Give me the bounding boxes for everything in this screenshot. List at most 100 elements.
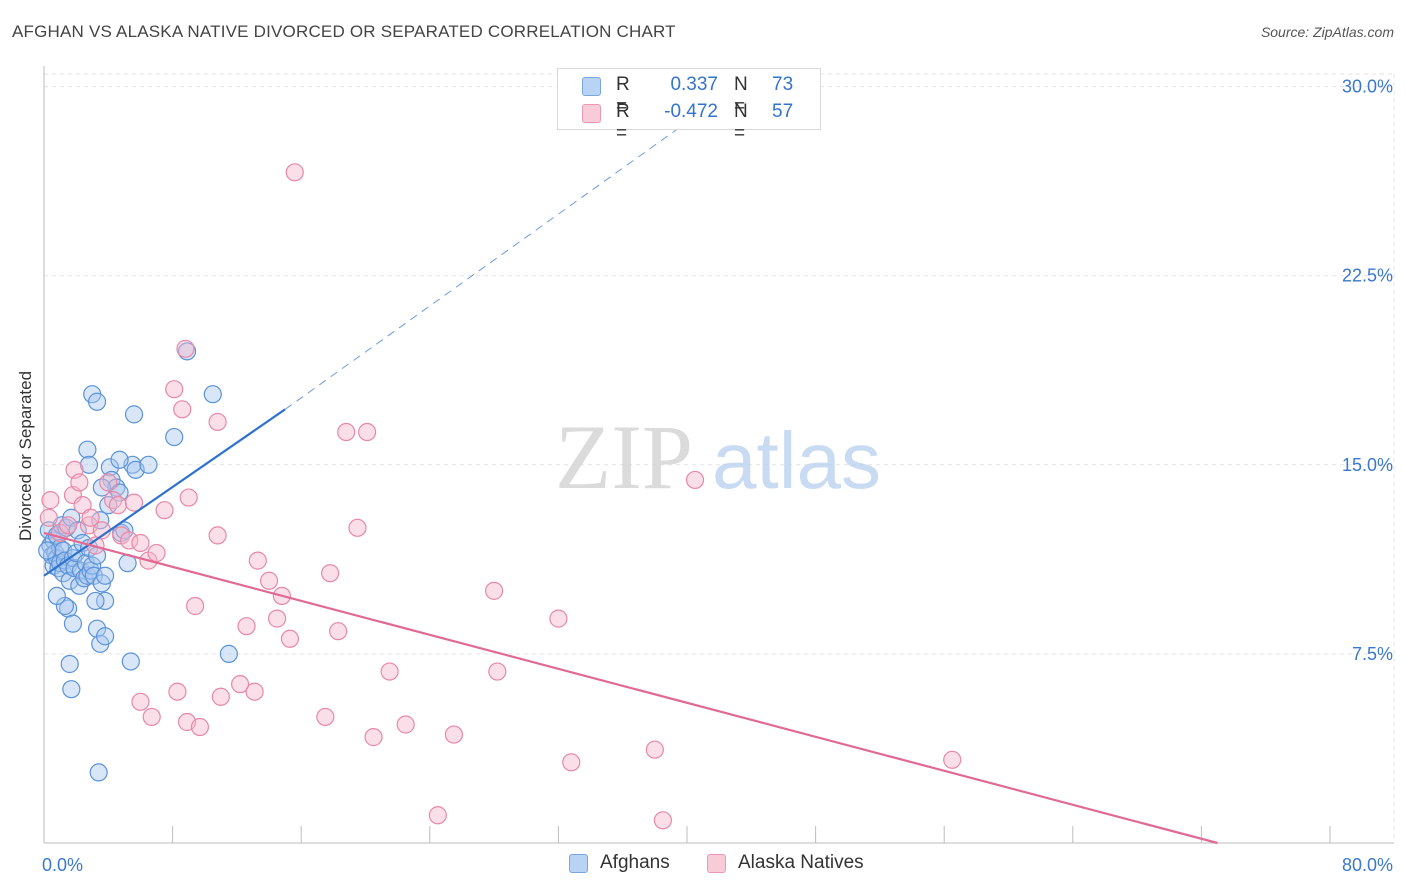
afghan-point: [38, 541, 57, 560]
alaska-native-point: [131, 533, 150, 553]
afghan-point: [63, 614, 83, 633]
alaska-native-point: [653, 811, 672, 830]
alaska-natives-trend-line: [43, 531, 1218, 845]
alaska-native-point: [396, 715, 415, 734]
afghan-point: [78, 566, 97, 585]
watermark-atlas: atlas: [712, 416, 881, 505]
alaska-native-point: [358, 422, 377, 442]
alaska-natives-swatch-icon: [582, 104, 601, 123]
alaska-native-point: [549, 609, 568, 628]
trend-layer: [43, 98, 1218, 845]
afghan-point: [203, 385, 222, 404]
alaska-native-point: [168, 682, 187, 701]
alaska-native-point: [108, 496, 128, 515]
x-tick-label-max: 80.0%: [1342, 855, 1393, 875]
afghans-trend-line: [43, 408, 286, 577]
alaska-native-point: [70, 473, 89, 492]
afghan-point: [47, 586, 66, 606]
afghan-point: [115, 521, 134, 540]
alaska-native-point: [124, 493, 144, 512]
alaska-native-point: [190, 717, 210, 737]
y-tick-label: 15.0%: [1342, 455, 1393, 475]
alaska-native-point: [81, 508, 100, 527]
tick-label-layer: 7.5% 15.0% 22.5% 30.0% 0.0% 80.0%: [42, 77, 1393, 875]
alaska-native-point: [280, 629, 300, 648]
afghans-trend-extension: [284, 98, 720, 410]
alaska-native-point: [155, 501, 174, 520]
alaska-native-point: [267, 609, 287, 628]
afghan-point: [79, 455, 99, 474]
afghan-point: [78, 440, 97, 459]
alaska-native-point: [248, 551, 267, 570]
afghans-legend-swatch-icon: [569, 854, 588, 873]
points-layer: [38, 163, 962, 830]
alaska-native-point: [645, 740, 664, 759]
alaska-native-point: [685, 470, 705, 490]
legend-r-label: R =: [616, 74, 630, 117]
x-tick-label-min: 0.0%: [42, 855, 83, 875]
alaska-native-point: [208, 412, 227, 432]
afghan-point: [95, 566, 115, 585]
alaska-native-point: [104, 491, 123, 510]
alaska-native-point: [245, 682, 264, 701]
afghan-point: [99, 496, 118, 515]
alaska-native-point: [364, 728, 383, 747]
alaska-native-point: [428, 806, 447, 825]
y-tick-label: 7.5%: [1352, 644, 1393, 664]
afghan-point: [124, 405, 144, 424]
alaska-native-point: [231, 675, 250, 694]
afghan-point: [60, 654, 79, 674]
alaska-natives-legend-label: Alaska Natives: [738, 852, 864, 873]
alaska-native-point: [237, 617, 256, 636]
alaska-native-point: [380, 662, 399, 681]
alaska-native-point: [142, 707, 161, 727]
afghan-point: [219, 644, 238, 664]
alaska-native-point: [176, 339, 195, 358]
afghan-point: [139, 455, 158, 474]
alaska-native-point: [59, 516, 78, 535]
alaska-native-point: [120, 531, 139, 550]
alaska-native-point: [337, 422, 356, 442]
legend-n-value: 57: [772, 101, 794, 122]
alaska-native-point: [329, 622, 348, 641]
afghans-swatch-icon: [582, 77, 601, 96]
alaska-native-point: [99, 473, 118, 492]
alaska-native-point: [173, 400, 192, 419]
alaska-native-point: [444, 725, 464, 744]
alaska-native-point: [131, 692, 150, 711]
alaska-native-point: [348, 518, 367, 537]
alaska-native-point: [259, 571, 279, 590]
legend-n-label: N =: [734, 74, 748, 117]
alaska-natives-legend-swatch-icon: [707, 854, 726, 873]
afghan-point: [110, 450, 129, 469]
chart-title: AFGHAN VS ALASKA NATIVE DIVORCED OR SEPA…: [12, 22, 676, 41]
legend-r-label: R =: [616, 101, 630, 144]
alaska-native-point: [211, 687, 230, 706]
alaska-native-point: [485, 581, 504, 600]
alaska-native-point: [179, 488, 198, 507]
afghans-legend-label: Afghans: [600, 852, 670, 873]
legend-n-value: 73: [772, 74, 794, 95]
afghan-point: [95, 591, 115, 611]
afghan-point: [165, 427, 184, 447]
afghan-point: [62, 680, 81, 699]
afghan-point: [121, 652, 140, 671]
axis-layer: [43, 66, 1394, 844]
alaska-native-point: [186, 596, 205, 616]
legend-n-label: N =: [734, 101, 748, 144]
alaska-native-point: [562, 753, 581, 772]
alaska-native-point: [285, 163, 304, 182]
alaska-native-point: [488, 662, 507, 681]
alaska-native-point: [41, 491, 60, 510]
watermark-zip: ZIP: [555, 406, 693, 508]
alaska-native-point: [943, 750, 962, 769]
source-label: Source: ZipAtlas.com: [1260, 24, 1394, 40]
alaska-native-point: [39, 508, 58, 527]
afghan-point: [86, 591, 105, 611]
afghan-point: [89, 763, 108, 782]
alaska-native-point: [321, 564, 340, 583]
correlation-legend: R = 0.337 N = 73 R = -0.472 N = 57: [557, 68, 821, 144]
alaska-native-point: [147, 543, 166, 563]
alaska-native-point: [165, 380, 184, 399]
